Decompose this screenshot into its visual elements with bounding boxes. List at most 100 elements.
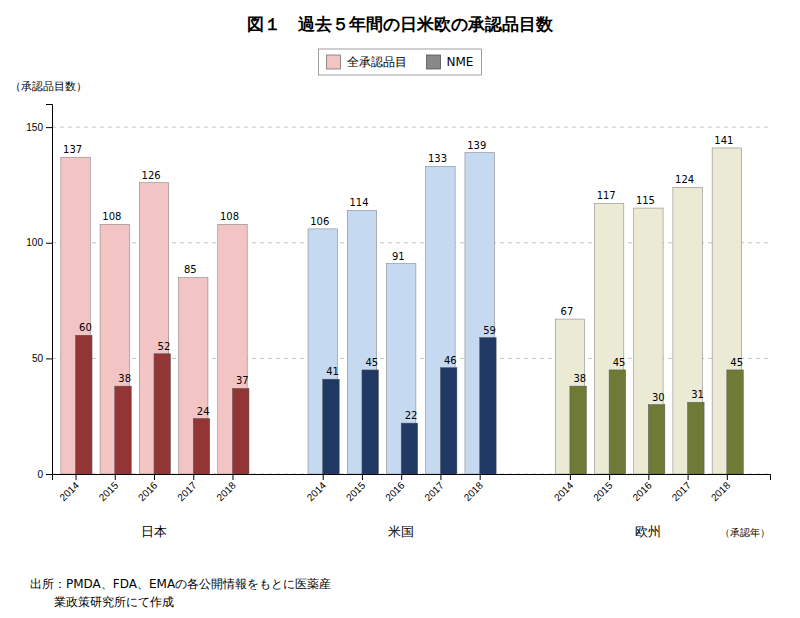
x-tick-label: 2017 <box>422 479 446 503</box>
legend-item: NME <box>427 55 474 69</box>
data-label: 41 <box>326 366 339 377</box>
x-tick-label: 2018 <box>214 479 238 503</box>
x-tick-mark <box>440 474 441 480</box>
x-tick-label: 2014 <box>57 479 81 503</box>
data-label: 114 <box>349 197 368 208</box>
x-tick: 2018 <box>462 474 486 503</box>
legend-label: 全承認品目 <box>347 55 407 69</box>
x-tick-label: 2017 <box>175 479 199 503</box>
x-axis-title: （承認年） <box>720 527 770 538</box>
y-tick: 50 <box>32 353 52 364</box>
data-label: 45 <box>365 357 378 368</box>
data-label: 85 <box>184 264 197 275</box>
x-tick: 2015 <box>344 474 368 503</box>
x-tick-label: 2016 <box>630 479 654 503</box>
series-0 <box>61 148 742 474</box>
x-tick-mark <box>648 474 649 480</box>
y-tick-mark <box>46 243 52 244</box>
y-tick-mark <box>46 358 52 359</box>
y-tick-mark <box>46 127 52 128</box>
y-axis: 050100150 <box>26 105 52 480</box>
x-tick-mark <box>154 474 155 480</box>
x-tick: 2016 <box>383 474 407 503</box>
y-tick-label: 50 <box>32 353 44 364</box>
x-tick: 2017 <box>175 474 199 503</box>
y-tick-label: 100 <box>26 237 43 248</box>
grid-line <box>52 127 770 128</box>
x-tick-label: 2015 <box>97 479 121 503</box>
group-label: 日本 <box>141 524 167 539</box>
x-tick: 2018 <box>709 474 733 503</box>
x-tick-mark <box>609 474 610 480</box>
data-label: 91 <box>392 251 405 262</box>
group-label: 米国 <box>388 524 414 539</box>
x-tick: 2016 <box>136 474 160 503</box>
data-label: 38 <box>118 373 131 384</box>
data-label: 106 <box>310 216 329 227</box>
y-tick: 150 <box>26 122 52 133</box>
legend-swatch <box>327 55 341 69</box>
x-tick-mark <box>688 474 689 480</box>
data-label: 24 <box>197 406 210 417</box>
group-label: 欧州 <box>635 524 661 539</box>
legend: 全承認品目 NME <box>319 49 482 75</box>
x-tick-label: 2015 <box>344 479 368 503</box>
bar <box>401 423 417 474</box>
data-label: 30 <box>652 392 665 403</box>
x-tick: 2017 <box>670 474 694 503</box>
x-tick: 2014 <box>57 474 81 503</box>
data-label: 59 <box>483 325 496 336</box>
data-label: 38 <box>573 373 586 384</box>
grid <box>52 127 770 474</box>
data-label: 141 <box>714 135 733 146</box>
x-tick: 2016 <box>630 474 654 503</box>
x-tick: 2015 <box>97 474 121 503</box>
annotation: 出所：PMDA、FDA、EMAの各公開情報をもとに医薬産 <box>30 577 331 591</box>
data-label: 137 <box>63 144 82 155</box>
bar <box>232 388 248 474</box>
x-tick-label: 2016 <box>136 479 160 503</box>
x-tick: 2015 <box>591 474 615 503</box>
data-label: 45 <box>730 357 743 368</box>
x-tick-mark <box>323 474 324 480</box>
x-tick-label: 2018 <box>462 479 486 503</box>
legend-item: 全承認品目 <box>327 55 407 69</box>
legend-label: NME <box>447 55 474 69</box>
bar <box>648 405 664 474</box>
legend-swatch <box>427 55 441 69</box>
x-tick: 2014 <box>305 474 329 503</box>
data-label: 22 <box>405 410 418 421</box>
data-labels-0: 1371081268510810611491133139671171151241… <box>63 135 733 317</box>
data-label: 115 <box>636 195 655 206</box>
data-label: 133 <box>428 153 447 164</box>
x-axis-line <box>53 475 771 481</box>
bar <box>115 386 131 474</box>
data-label: 108 <box>220 211 239 222</box>
x-tick-label: 2015 <box>591 479 615 503</box>
bars <box>61 148 743 474</box>
bar <box>362 370 378 474</box>
x-tick-mark <box>115 474 116 480</box>
data-label: 117 <box>597 190 616 201</box>
data-label: 60 <box>79 322 92 333</box>
plot-area: 1371081268510810611491133139671171151241… <box>26 105 770 540</box>
x-tick-mark <box>480 474 481 480</box>
bar <box>609 370 625 474</box>
data-label: 67 <box>561 306 574 317</box>
bar <box>193 419 209 475</box>
data-label: 126 <box>142 170 161 181</box>
title: 図１ 過去５年間の日米欧の承認品目数 <box>247 14 554 34</box>
bar <box>480 338 496 474</box>
bar <box>154 354 170 474</box>
bar <box>570 386 586 474</box>
bar <box>323 379 339 474</box>
legend-frame <box>319 49 482 75</box>
x-tick: 2017 <box>422 474 446 503</box>
data-labels: 1371081268510810611491133139671171151241… <box>63 135 743 421</box>
data-label: 31 <box>691 389 704 400</box>
data-label: 45 <box>613 357 626 368</box>
data-labels-1: 603852243741452246593845303145 <box>79 322 743 421</box>
data-label: 37 <box>236 375 249 386</box>
x-tick-label: 2017 <box>670 479 694 503</box>
data-label: 124 <box>675 174 694 185</box>
